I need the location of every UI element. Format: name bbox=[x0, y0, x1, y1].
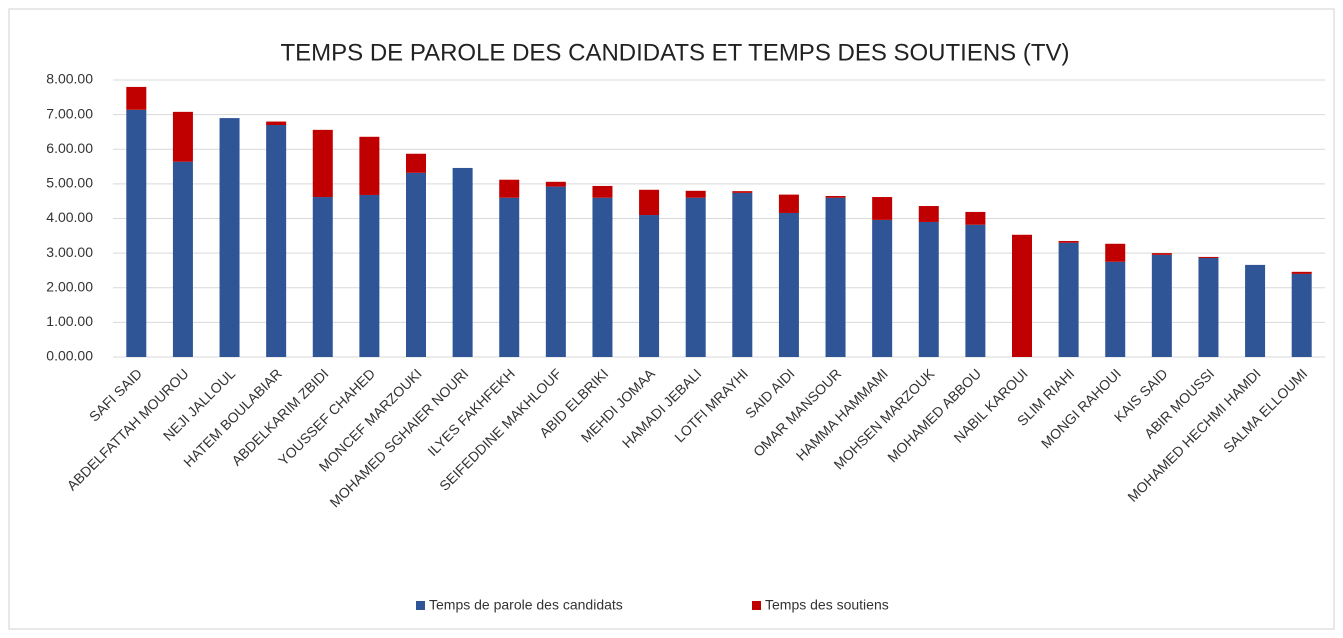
bar-segment bbox=[126, 86, 147, 110]
bar-segment bbox=[1105, 261, 1126, 357]
legend-swatch bbox=[752, 601, 761, 610]
bar-segment bbox=[126, 109, 147, 357]
bar-segment bbox=[918, 221, 939, 357]
bar-segment bbox=[1198, 256, 1219, 258]
bar-segment bbox=[965, 224, 986, 357]
y-tick-label: 8.00.00 bbox=[46, 71, 93, 87]
bar-segment bbox=[406, 172, 426, 357]
bar-segment bbox=[1151, 254, 1172, 357]
bar-segment bbox=[592, 185, 613, 198]
bar-segment bbox=[545, 186, 566, 357]
bar-segment bbox=[312, 129, 333, 198]
bar-segment bbox=[1291, 271, 1312, 274]
bar-segment bbox=[1245, 264, 1266, 357]
bar-segment bbox=[778, 212, 799, 357]
bar-segment bbox=[639, 215, 660, 357]
bar-segment bbox=[872, 219, 893, 357]
bar-segment bbox=[172, 161, 193, 357]
bar-segment bbox=[406, 153, 426, 173]
bar-segment bbox=[732, 191, 753, 193]
y-tick-label: 2.00.00 bbox=[46, 278, 93, 294]
bar-segment bbox=[1058, 242, 1079, 357]
y-tick-label: 1.00.00 bbox=[46, 313, 93, 329]
legend-swatch bbox=[416, 601, 425, 610]
chart-frame bbox=[8, 8, 1335, 630]
bar-segment bbox=[1291, 273, 1312, 357]
y-tick-label: 4.00.00 bbox=[46, 209, 93, 225]
bar-segment bbox=[732, 192, 753, 357]
bar-segment bbox=[219, 118, 240, 358]
bar-segment bbox=[639, 189, 660, 216]
bar-segment bbox=[918, 206, 939, 222]
bar-segment bbox=[592, 197, 613, 357]
y-tick-label: 6.00.00 bbox=[46, 140, 93, 156]
bar-segment bbox=[266, 121, 287, 126]
bar-segment bbox=[545, 181, 566, 187]
bar-segment bbox=[685, 197, 706, 357]
bar-segment bbox=[172, 111, 193, 162]
chart-title: TEMPS DE PAROLE DES CANDIDATS ET TEMPS D… bbox=[280, 39, 1069, 66]
bar-segment bbox=[266, 125, 287, 357]
bar-segment bbox=[778, 194, 799, 213]
bar-segment bbox=[825, 197, 846, 357]
bar-segment bbox=[499, 197, 520, 357]
bar-segment bbox=[499, 179, 520, 198]
bar-segment bbox=[452, 167, 473, 357]
y-tick-label: 3.00.00 bbox=[46, 244, 93, 260]
bar-segment bbox=[685, 190, 706, 198]
bar-segment bbox=[825, 195, 846, 198]
bar-segment bbox=[1058, 241, 1079, 243]
legend-label: Temps de parole des candidats bbox=[429, 597, 623, 613]
legend-label: Temps des soutiens bbox=[765, 597, 889, 613]
bar-segment bbox=[1012, 234, 1032, 357]
bar-segment bbox=[359, 136, 380, 195]
bar-segment bbox=[872, 197, 893, 220]
bar-segment bbox=[359, 194, 380, 357]
y-tick-label: 5.00.00 bbox=[46, 175, 93, 191]
bar-segment bbox=[1198, 257, 1219, 357]
bar-segment bbox=[1151, 253, 1172, 255]
bar-segment bbox=[312, 197, 333, 357]
bar-segment bbox=[965, 211, 986, 225]
y-tick-label: 7.00.00 bbox=[46, 105, 93, 121]
bar-segment bbox=[1105, 243, 1126, 262]
y-tick-label: 0.00.00 bbox=[46, 348, 93, 364]
